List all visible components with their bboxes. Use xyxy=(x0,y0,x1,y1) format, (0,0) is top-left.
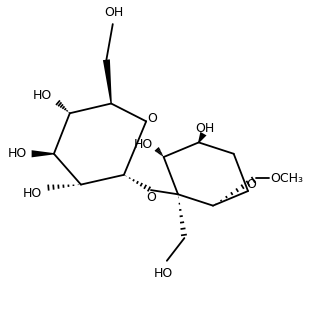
Text: HO: HO xyxy=(32,89,52,102)
Text: HO: HO xyxy=(22,187,42,200)
Text: OH: OH xyxy=(105,6,124,19)
Text: O: O xyxy=(147,112,157,125)
Polygon shape xyxy=(103,60,112,104)
Polygon shape xyxy=(32,150,54,157)
Text: OH: OH xyxy=(195,122,215,135)
Text: HO: HO xyxy=(8,147,28,160)
Text: O: O xyxy=(146,191,156,204)
Text: O: O xyxy=(246,178,256,191)
Polygon shape xyxy=(198,132,206,143)
Text: HO: HO xyxy=(154,267,173,280)
Text: OCH₃: OCH₃ xyxy=(270,172,303,184)
Text: HO: HO xyxy=(134,138,153,151)
